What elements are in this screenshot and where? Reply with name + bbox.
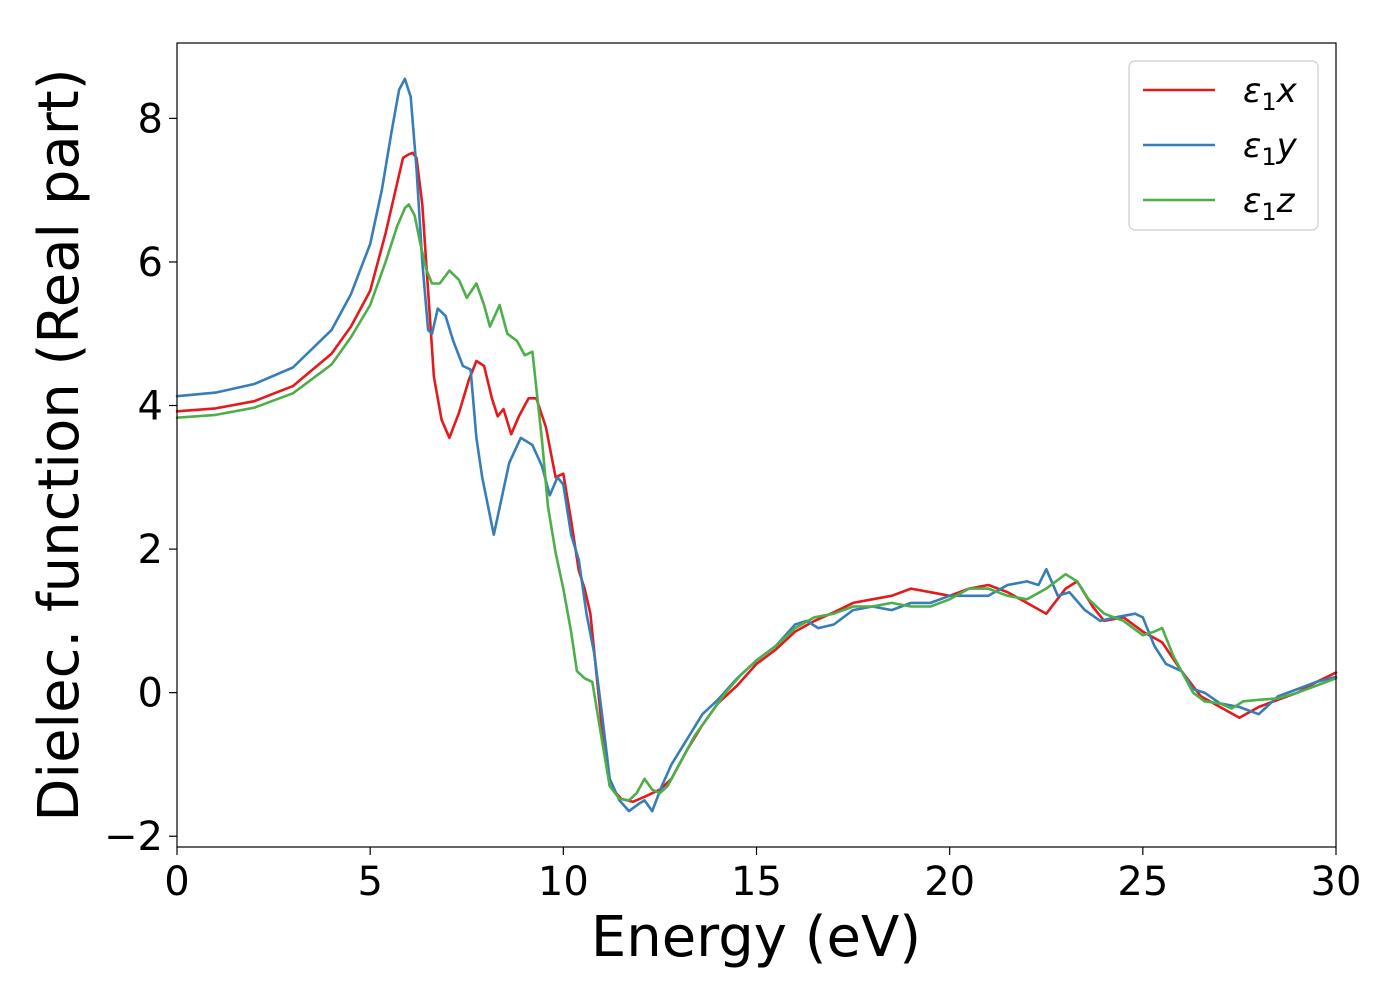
x-tick-label: 25 [1117,859,1168,905]
legend-label: ε1z [1243,181,1296,226]
x-axis-label: Energy (eV) [591,905,921,970]
x-tick-label: 30 [1311,859,1362,905]
y-tick-label: −2 [104,814,163,860]
x-tick-label: 15 [731,859,782,905]
legend-label: ε1y [1243,126,1298,171]
y-tick-label: 0 [138,671,163,717]
x-axis: 0 5 10 15 20 25 30 [164,847,1361,905]
x-tick-label: 20 [924,859,975,905]
y-tick-label: 6 [138,240,163,286]
legend: ε1x ε1y ε1z [1128,60,1319,231]
legend-box [1128,60,1319,231]
legend-entry-z: ε1z [1143,181,1296,226]
y-axis-label: Dielec. function (Real part) [27,68,92,821]
series-line-y [175,77,1338,813]
legend-label: ε1x [1243,71,1298,116]
y-tick-label: 2 [138,527,163,573]
legend-entry-x: ε1x [1143,71,1298,116]
legend-entry-y: ε1y [1143,126,1298,171]
y-axis: −2 0 2 4 6 8 [104,96,177,860]
series-line-z [175,203,1338,802]
y-tick-label: 8 [138,96,163,142]
series-layer [175,77,1338,813]
x-tick-label: 10 [538,859,589,905]
x-tick-label: 0 [164,859,189,905]
y-tick-label: 4 [138,384,163,430]
x-tick-label: 5 [357,859,382,905]
